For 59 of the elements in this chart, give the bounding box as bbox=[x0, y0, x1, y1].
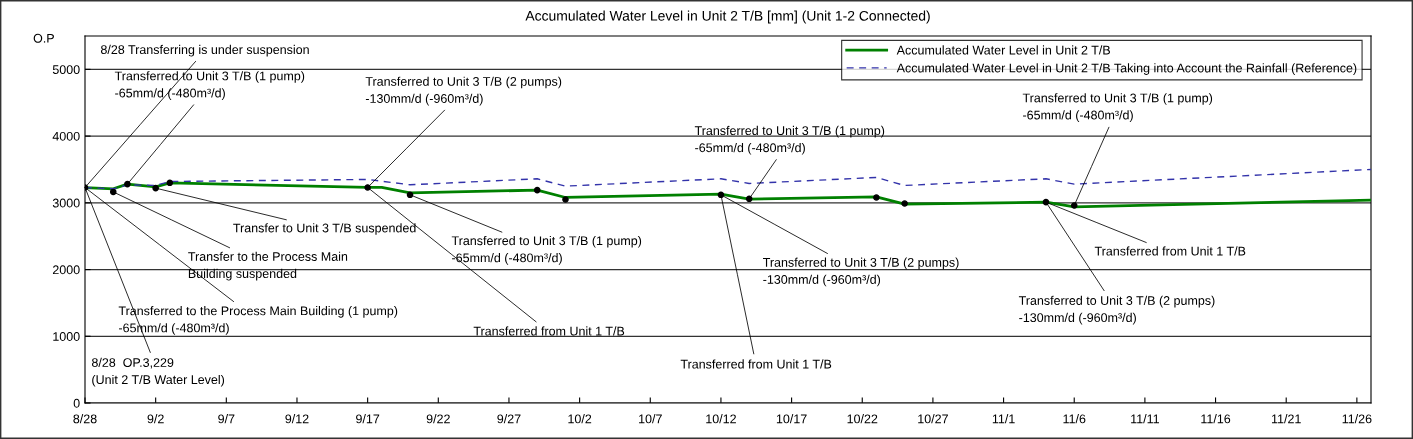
annotation: Transferred to Unit 3 T/B (1 pump) -65mm/d (-480m³/d) bbox=[451, 235, 642, 265]
annotation: Transferred from Unit 1 T/B bbox=[680, 359, 832, 369]
annotation: Transferred to Unit 3 T/B (1 pump) -65mm/d (-480m³/d) bbox=[1022, 93, 1213, 122]
point bbox=[166, 179, 174, 187]
x-tick-label: 8/28 bbox=[73, 414, 97, 424]
point bbox=[901, 200, 908, 207]
point bbox=[1070, 202, 1078, 209]
x-tick-label: 9/12 bbox=[285, 414, 309, 424]
x-tick-label: 9/27 bbox=[497, 414, 521, 424]
annotation: Transferred to Unit 3 T/B (1 pump) -65mm/d (-480m³/d) bbox=[114, 71, 305, 100]
x-tick-label: 10/27 bbox=[918, 414, 948, 424]
y-tick-label: 1000 bbox=[53, 332, 80, 341]
annotation: 8/28 OP.3,229 (Unit 2 T/B Water Level) bbox=[91, 357, 225, 387]
y-tick-label: 3000 bbox=[52, 198, 80, 208]
point bbox=[562, 196, 569, 203]
x-tick-label: 10/12 bbox=[706, 414, 736, 424]
point bbox=[745, 195, 753, 203]
y-axis-title: O.P bbox=[33, 33, 54, 43]
point bbox=[124, 180, 131, 188]
legend-label: Accumulated Water Level in Unit 2 T/B Taking into Account the Rainfall (Reference) bbox=[896, 63, 1357, 75]
x-tick-label: 11/11 bbox=[1131, 414, 1159, 424]
annotation: 8/28 Transferring is under suspension bbox=[100, 44, 309, 57]
annotation: Transferred to Unit 3 T/B (1 pump) -65mm/d (-480m³/d) bbox=[694, 125, 885, 155]
annotation: Transferred to the Process Main Building (1 pump) -65mm/d (-480m³/d) bbox=[118, 306, 398, 335]
point bbox=[717, 191, 725, 199]
x-tick-label: 9/22 bbox=[426, 414, 450, 424]
x-tick-label: 11/6 bbox=[1063, 414, 1086, 424]
x-tick-label: 11/21 bbox=[1271, 414, 1301, 424]
x-tick-label: 11/1 bbox=[992, 414, 1015, 424]
legend-label: Accumulated Water Level in Unit 2 T/B bbox=[896, 45, 1110, 55]
annotation: Transferred to Unit 3 T/B (2 pumps) -130mm/d (-960m³/d) bbox=[365, 76, 562, 106]
line-series bbox=[85, 181, 1371, 209]
point bbox=[364, 184, 371, 191]
x-tick-label: 9/17 bbox=[356, 414, 380, 424]
annotation: Transferred to Unit 3 T/B (2 pumps) -130mm/d (-960m³/d) bbox=[763, 257, 959, 287]
x-tick-label: 11/16 bbox=[1201, 414, 1231, 424]
y-tick-label: 5000 bbox=[52, 65, 80, 75]
point bbox=[109, 188, 117, 196]
point bbox=[873, 194, 880, 201]
y-tick-label: 0 bbox=[73, 398, 80, 408]
annotation: Transferred from Unit 1 T/B bbox=[1094, 246, 1246, 256]
point bbox=[1042, 198, 1050, 206]
x-tick-label: 11/26 bbox=[1342, 414, 1372, 424]
point bbox=[533, 186, 541, 194]
x-tick-label: 9/2 bbox=[147, 414, 164, 424]
point bbox=[406, 191, 414, 199]
point bbox=[152, 184, 159, 192]
annotation: Transfer to Unit 3 T/B suspended bbox=[233, 223, 416, 235]
x-tick-label: 10/22 bbox=[847, 414, 878, 424]
y-tick-label: 4000 bbox=[52, 131, 80, 141]
chart-title: Accumulated Water Level in Unit 2 T/B [mm] (Unit 1-2 Connected) bbox=[525, 10, 930, 24]
x-tick-label: 10/17 bbox=[776, 414, 807, 424]
y-tick-label: 2000 bbox=[52, 265, 80, 275]
annotation: Transferred to Unit 3 T/B (2 pumps) -130mm/d (-960m³/d) bbox=[1018, 295, 1215, 325]
x-tick-label: 10/7 bbox=[639, 414, 662, 424]
annotation: Transferred from Unit 1 T/B bbox=[473, 326, 625, 336]
x-tick-label: 10/2 bbox=[568, 414, 592, 424]
annotation: Transfer to the Process Main Building suspended bbox=[188, 251, 348, 281]
x-tick-label: 9/7 bbox=[218, 414, 235, 424]
